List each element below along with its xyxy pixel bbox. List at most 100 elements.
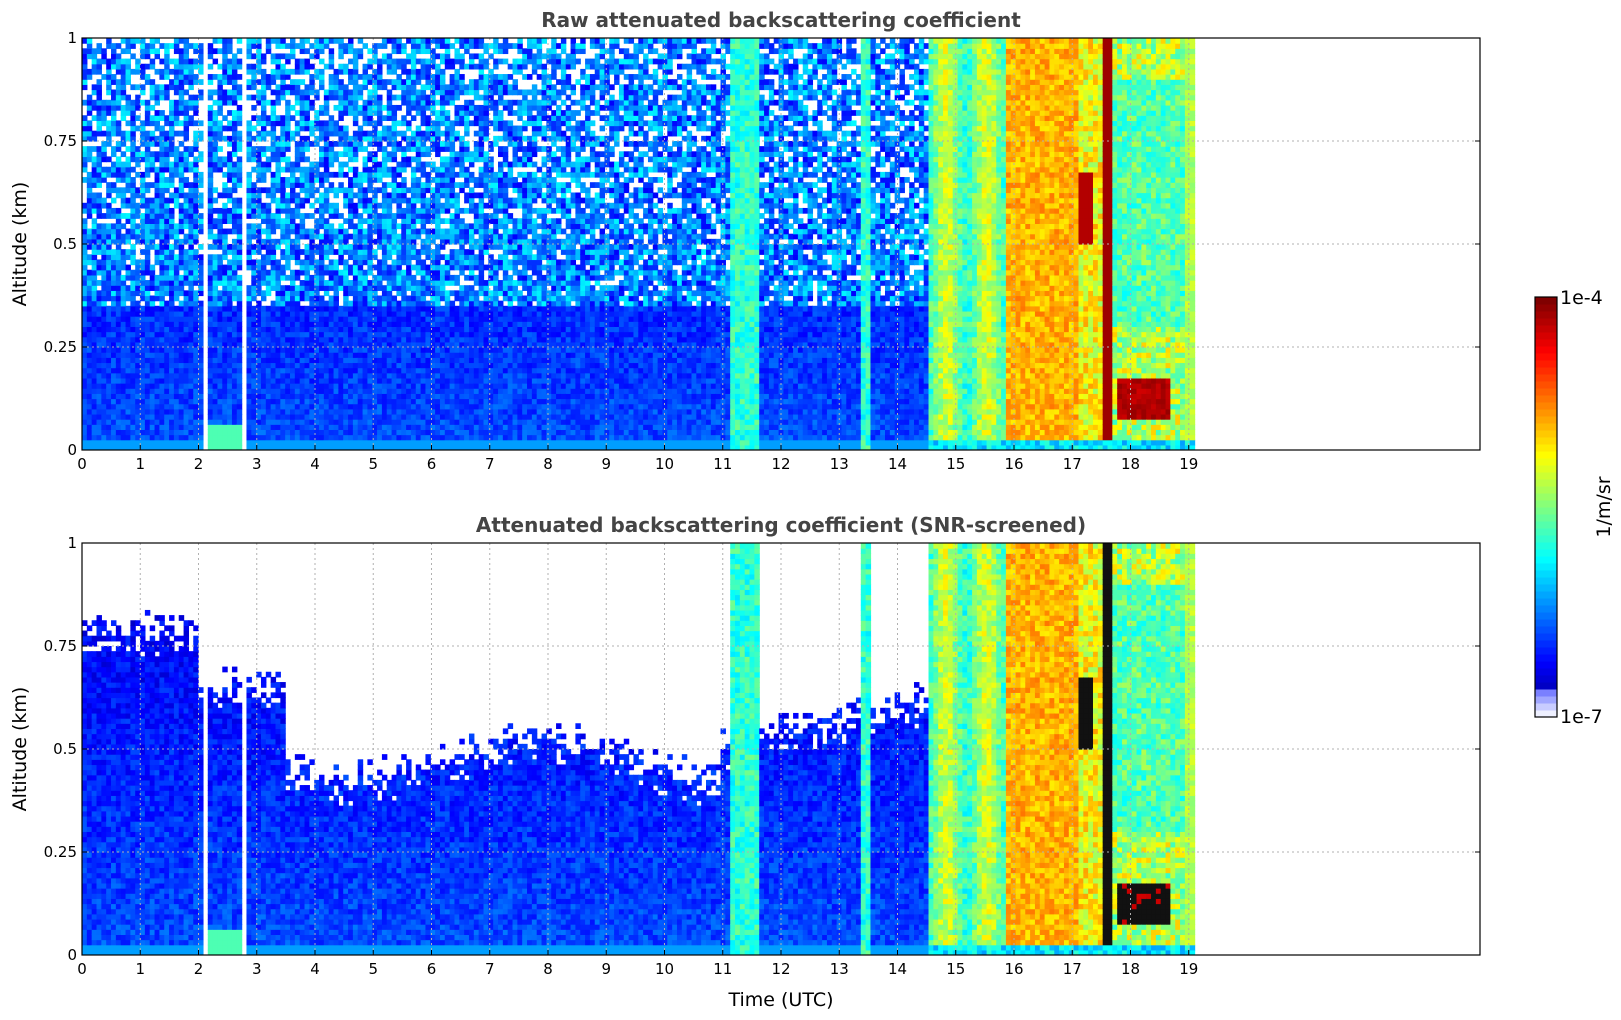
- heatmap-cell: [406, 223, 412, 230]
- heatmap-cell: [362, 146, 368, 152]
- heatmap-cell: [275, 94, 281, 101]
- heatmap-cell: [275, 244, 281, 250]
- heatmap-cell: [159, 290, 165, 297]
- heatmap-cell: [115, 192, 122, 199]
- heatmap-cell: [362, 156, 368, 163]
- heatmap-cell: [275, 238, 281, 245]
- heatmap-cell: [362, 300, 368, 307]
- heatmap-cell: [227, 213, 233, 219]
- heatmap-cell: [410, 99, 417, 106]
- heatmap-cell: [294, 331, 301, 338]
- heatmap-cell: [270, 99, 277, 106]
- heatmap-cell: [270, 156, 277, 163]
- heatmap-cell: [164, 249, 170, 255]
- heatmap-cell: [144, 295, 151, 302]
- heatmap-cell: [227, 161, 233, 168]
- heatmap-cell: [406, 84, 412, 91]
- heatmap-cell: [314, 171, 320, 178]
- heatmap-cell: [251, 166, 257, 173]
- heatmap-cell: [386, 305, 393, 312]
- heatmap-cell: [275, 84, 281, 91]
- heatmap-cell: [183, 156, 190, 163]
- heatmap-cell: [183, 151, 190, 158]
- heatmap-cell: [328, 341, 335, 348]
- heatmap-cell: [352, 290, 359, 297]
- heatmap-cell: [135, 156, 141, 163]
- heatmap-cell: [348, 398, 354, 405]
- heatmap-cell: [101, 300, 107, 307]
- heatmap-cell: [120, 48, 127, 55]
- heatmap-cell: [198, 352, 204, 358]
- heatmap-cell: [430, 254, 436, 261]
- heatmap-cell: [265, 249, 272, 255]
- heatmap-cell: [348, 156, 354, 163]
- heatmap-cell: [178, 290, 185, 297]
- heatmap-cell: [154, 38, 160, 44]
- heatmap-cell: [169, 367, 175, 374]
- heatmap-cell: [352, 424, 359, 430]
- heatmap-cell: [357, 367, 364, 374]
- heatmap-cell: [323, 141, 330, 147]
- heatmap-cell: [183, 274, 190, 281]
- heatmap-cell: [198, 439, 204, 446]
- heatmap-cell: [444, 377, 451, 384]
- heatmap-cell: [309, 53, 315, 60]
- heatmap-cell: [207, 130, 214, 137]
- heatmap-cell: [391, 331, 398, 338]
- heatmap-cell: [265, 383, 272, 389]
- heatmap-cell: [362, 171, 368, 178]
- heatmap-cell: [406, 398, 412, 405]
- heatmap-cell: [391, 316, 398, 322]
- heatmap-cell: [91, 413, 98, 420]
- heatmap-cell: [386, 38, 393, 44]
- heatmap-cell: [173, 79, 180, 85]
- heatmap-cell: [130, 285, 136, 291]
- heatmap-cell: [178, 393, 185, 400]
- heatmap-cell: [135, 99, 141, 106]
- heatmap-cell: [309, 316, 315, 322]
- heatmap-cell: [280, 202, 286, 209]
- heatmap-cell: [275, 321, 281, 327]
- heatmap-cell: [154, 321, 160, 327]
- heatmap-cell: [299, 398, 306, 405]
- heatmap-cell: [91, 53, 98, 60]
- heatmap-cell: [86, 341, 93, 348]
- heatmap-cell: [444, 393, 451, 400]
- heatmap-cell: [231, 352, 238, 358]
- heatmap-cell: [314, 244, 320, 250]
- heatmap-cell: [222, 63, 228, 70]
- heatmap-cell: [120, 331, 127, 338]
- heatmap-cell: [381, 238, 388, 245]
- heatmap-cell: [183, 48, 190, 55]
- heatmap-cell: [111, 187, 117, 194]
- heatmap-cell: [270, 269, 277, 276]
- heatmap-cell: [101, 238, 107, 245]
- heatmap-cell: [207, 444, 214, 450]
- heatmap-cell: [435, 377, 441, 384]
- heatmap-cell: [183, 177, 190, 183]
- heatmap-cell: [169, 419, 175, 425]
- heatmap-cell: [178, 285, 185, 291]
- heatmap-cell: [106, 285, 112, 291]
- heatmap-cell: [231, 207, 238, 214]
- heatmap-cell: [178, 434, 185, 441]
- heatmap-cell: [285, 120, 291, 127]
- heatmap-cell: [439, 419, 446, 425]
- heatmap-cell: [231, 305, 238, 312]
- heatmap-cell: [159, 393, 165, 400]
- heatmap-cell: [236, 326, 243, 333]
- heatmap-cell: [111, 89, 117, 96]
- heatmap-cell: [275, 362, 281, 369]
- heatmap-cell: [183, 398, 190, 405]
- heatmap-cell: [401, 177, 407, 183]
- heatmap-cell: [290, 305, 296, 312]
- heatmap-cell: [285, 213, 291, 219]
- heatmap-cell: [140, 218, 146, 224]
- heatmap-cell: [164, 403, 170, 410]
- heatmap-cell: [111, 249, 117, 255]
- heatmap-cell: [410, 408, 417, 415]
- heatmap-cell: [275, 439, 281, 446]
- heatmap-cell: [280, 310, 286, 317]
- heatmap-cell: [377, 383, 383, 389]
- heatmap-cell: [159, 228, 165, 235]
